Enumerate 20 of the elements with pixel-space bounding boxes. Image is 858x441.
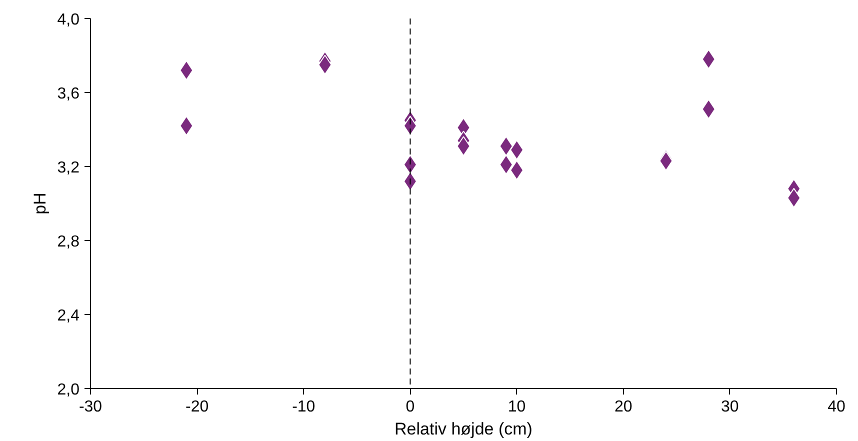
y-tick-label: 3,2 <box>57 160 80 176</box>
y-tick-label: 2,0 <box>57 382 80 398</box>
x-tick-label: 20 <box>614 398 632 416</box>
x-tick-label: 40 <box>828 398 846 416</box>
y-tick-label: 2,4 <box>57 308 80 324</box>
x-tick-label: -30 <box>78 398 102 416</box>
x-tick-label: -20 <box>186 398 209 416</box>
point <box>403 116 418 136</box>
point <box>510 140 524 160</box>
x-tick-label: 30 <box>721 398 739 416</box>
x-tick-label: -10 <box>292 398 316 416</box>
point <box>403 171 418 192</box>
y-axis-title: pH <box>30 192 50 214</box>
point <box>510 160 524 180</box>
y-tick-label: 4,0 <box>57 12 80 28</box>
y-tick-label: 3,6 <box>57 86 80 102</box>
y-tick-label: 2,8 <box>57 234 80 250</box>
x-tick-label: 0 <box>406 398 415 416</box>
x-axis-title: Relativ højde (cm) <box>394 420 532 438</box>
x-tick-label: 10 <box>508 398 526 416</box>
